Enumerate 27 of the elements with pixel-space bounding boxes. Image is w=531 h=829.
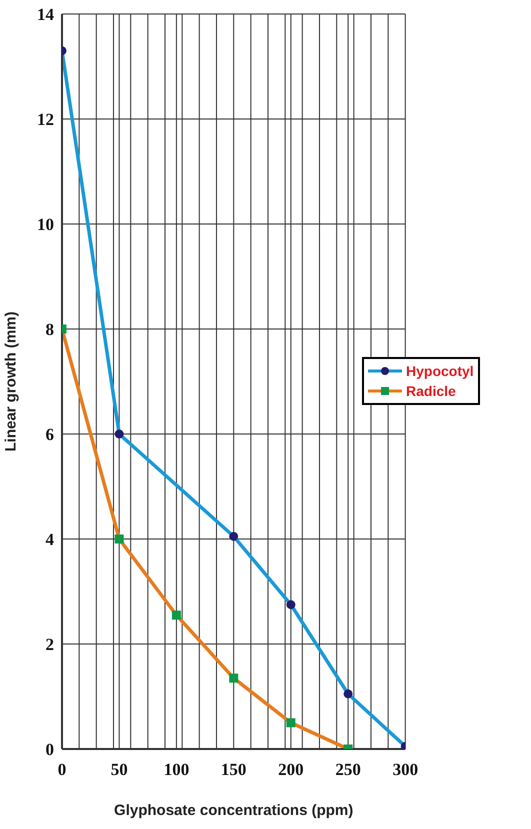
y-tick-label: 14 [37,5,54,24]
y-tick-label: 0 [46,740,54,760]
y-tick-label: 2 [46,635,54,654]
x-tick-label: 300 [392,760,418,780]
x-tick-label: 250 [335,760,361,780]
y-tick-label: 6 [46,425,54,444]
point [114,430,124,438]
x-tick-label: 150 [220,760,246,780]
point [229,532,238,541]
point [286,718,296,728]
point [286,600,296,610]
point [172,610,181,620]
x-tick-label: 200 [278,760,304,780]
y-tick-label: 10 [37,215,54,234]
y-tick-label: 8 [46,320,54,340]
legend-label: Hypocotyl [406,362,474,381]
x-tick-label: 50 [110,760,128,780]
point [114,534,124,544]
x-axis-title: Glyphosate concentrations (ppm) [114,802,354,819]
point [344,689,353,698]
y-axis-title: Linear growth (mm) [2,311,20,452]
x-tick-label: 0 [58,760,66,780]
y-tick-label: 4 [46,530,54,550]
x-tick-label: 100 [164,760,190,780]
y-tick-label: 12 [37,110,54,130]
point [229,674,238,683]
legend-label: Radicle [406,382,456,401]
